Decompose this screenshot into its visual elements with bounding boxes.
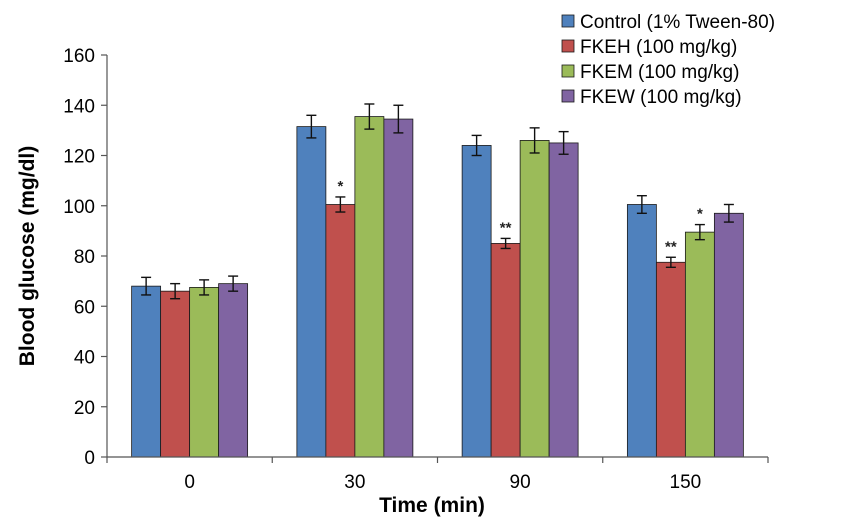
- legend-swatch-1: [561, 39, 575, 53]
- y-tick-label-1: 20: [74, 398, 95, 419]
- error-bar-3-1: [393, 104, 404, 134]
- bar-3-2: [548, 142, 579, 458]
- axes-layer: 0 20 40 60 80 100 120 140 160 0 30 90 150: [63, 46, 769, 493]
- bar-3-0: [218, 283, 249, 458]
- y-tick-label-7: 140: [63, 96, 95, 117]
- bar-0-0: [131, 285, 162, 458]
- legend-label-2: FKEM (100 mg/kg): [580, 62, 739, 83]
- y-tick-label-3: 60: [74, 297, 95, 318]
- error-bar-0-2: [471, 134, 482, 157]
- y-tick-label-6: 120: [63, 147, 95, 168]
- bar-0-1: [296, 126, 327, 458]
- legend-item-3: FKEW (100 mg/kg): [561, 87, 742, 108]
- legend-swatch-2: [561, 64, 575, 78]
- bar-2-3: [684, 231, 715, 458]
- error-bar-3-0: [228, 275, 239, 292]
- legend-label-3: FKEW (100 mg/kg): [580, 87, 742, 108]
- y-tick-label-5: 100: [63, 197, 95, 218]
- y-tick-label-8: 160: [63, 46, 95, 67]
- x-tick-label-3: 150: [670, 472, 702, 493]
- legend-swatch-0: [561, 14, 575, 28]
- bar-1-0: [160, 290, 191, 458]
- bar-2-2: [519, 140, 550, 458]
- x-tick-label-1: 30: [344, 472, 365, 493]
- error-bar-1-1: [335, 196, 346, 213]
- significance-label-1-3: **: [665, 238, 677, 255]
- y-tick-label-4: 80: [74, 247, 95, 268]
- legend-item-2: FKEM (100 mg/kg): [561, 62, 739, 83]
- legend-swatch-3: [561, 89, 575, 103]
- bar-1-1: [325, 204, 356, 458]
- legend: Control (1% Tween-80) FKEH (100 mg/kg) FKE…: [561, 12, 775, 108]
- y-tick-label-2: 40: [74, 348, 95, 369]
- error-bar-2-1: [364, 103, 375, 130]
- bars-layer: ******: [131, 103, 744, 458]
- bar-3-3: [713, 212, 744, 458]
- legend-item-1: FKEH (100 mg/kg): [561, 37, 737, 58]
- bar-2-0: [189, 287, 220, 458]
- error-bar-2-3: [694, 223, 705, 241]
- significance-label-1-2: **: [500, 219, 512, 236]
- error-bar-0-0: [141, 276, 152, 296]
- legend-item-0: Control (1% Tween-80): [561, 12, 775, 33]
- error-bar-1-3: [665, 256, 676, 269]
- legend-label-1: FKEH (100 mg/kg): [580, 37, 737, 58]
- error-bar-2-0: [199, 279, 210, 296]
- error-bar-0-1: [306, 114, 317, 139]
- x-axis-label: Time (min): [379, 494, 485, 517]
- x-tick-label-0: 0: [184, 472, 195, 493]
- legend-label-0: Control (1% Tween-80): [580, 12, 775, 33]
- error-bar-1-0: [170, 282, 181, 300]
- y-axis-label: Blood glucose (mg/dl): [16, 146, 39, 367]
- bar-1-3: [655, 261, 686, 458]
- bar-0-2: [461, 145, 492, 458]
- bar-1-2: [490, 243, 521, 458]
- bar-2-1: [354, 116, 385, 458]
- error-bar-2-2: [529, 127, 540, 154]
- error-bar-1-2: [500, 237, 511, 250]
- error-bar-3-3: [723, 203, 734, 223]
- significance-label-2-3: *: [697, 206, 703, 223]
- error-bar-0-3: [636, 194, 647, 214]
- bar-0-3: [626, 204, 657, 458]
- y-tick-label-0: 0: [84, 448, 95, 469]
- bar-3-1: [383, 118, 414, 458]
- x-tick-label-2: 90: [510, 472, 531, 493]
- error-bar-3-2: [558, 130, 569, 155]
- significance-label-1-1: *: [337, 178, 343, 195]
